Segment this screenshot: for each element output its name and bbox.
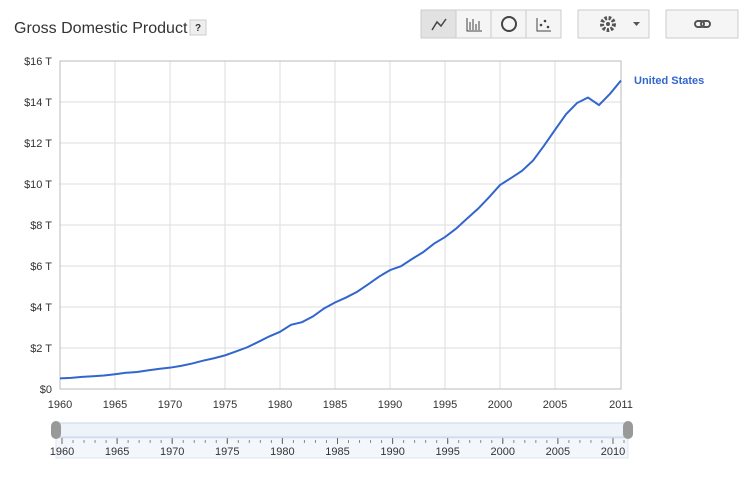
- timeline-handle[interactable]: [51, 421, 61, 439]
- timeline-label: 1980: [270, 446, 294, 458]
- y-tick-label: $16 T: [24, 56, 52, 68]
- help-button[interactable]: [189, 19, 207, 36]
- x-tick-label: 1965: [103, 399, 127, 411]
- timeline-label: 1960: [50, 446, 74, 458]
- y-tick-label: $14 T: [24, 97, 52, 109]
- x-tick-label: 1960: [48, 399, 72, 411]
- y-tick-label: $12 T: [24, 138, 52, 150]
- y-tick-label: $0: [40, 384, 52, 396]
- x-tick-label: 1990: [378, 399, 402, 411]
- plot-frame: [59, 60, 622, 390]
- timeline-label: 2005: [546, 446, 570, 458]
- map-button[interactable]: [490, 9, 527, 39]
- x-tick-label: 2011: [609, 399, 633, 411]
- y-tick-label: $2 T: [30, 343, 52, 355]
- y-tick-label: $6 T: [30, 261, 52, 273]
- x-tick-label: 1970: [158, 399, 182, 411]
- y-tick-label: $4 T: [30, 302, 52, 314]
- y-tick-label: $8 T: [30, 220, 52, 232]
- x-tick-label: 1975: [213, 399, 237, 411]
- timeline-handle[interactable]: [623, 421, 633, 439]
- series-label: United States: [634, 75, 704, 87]
- timeline-label: 2000: [491, 446, 515, 458]
- title: Gross Domestic Product: [14, 20, 188, 37]
- chart-type-buttons: [420, 9, 739, 39]
- timeline-label: 1975: [215, 446, 239, 458]
- x-tick-label: 2000: [488, 399, 512, 411]
- timeline-label: 2010: [601, 446, 625, 458]
- timeline-label: 1970: [160, 446, 184, 458]
- x-tick-label: 2005: [543, 399, 567, 411]
- timeline-label: 1985: [325, 446, 349, 458]
- timeline-track[interactable]: [55, 422, 629, 438]
- help-label[interactable]: ?: [195, 23, 201, 34]
- timeline-label: 1965: [105, 446, 129, 458]
- x-tick-label: 1980: [268, 399, 292, 411]
- x-tick-label: 1995: [433, 399, 457, 411]
- timeline: [55, 422, 629, 459]
- timeline-label: 1995: [435, 446, 459, 458]
- x-tick-label: 1985: [323, 399, 347, 411]
- series-line: [59, 79, 622, 380]
- scatter-button[interactable]: [525, 9, 562, 39]
- y-tick-label: $10 T: [24, 179, 52, 191]
- timeline-label: 1990: [380, 446, 404, 458]
